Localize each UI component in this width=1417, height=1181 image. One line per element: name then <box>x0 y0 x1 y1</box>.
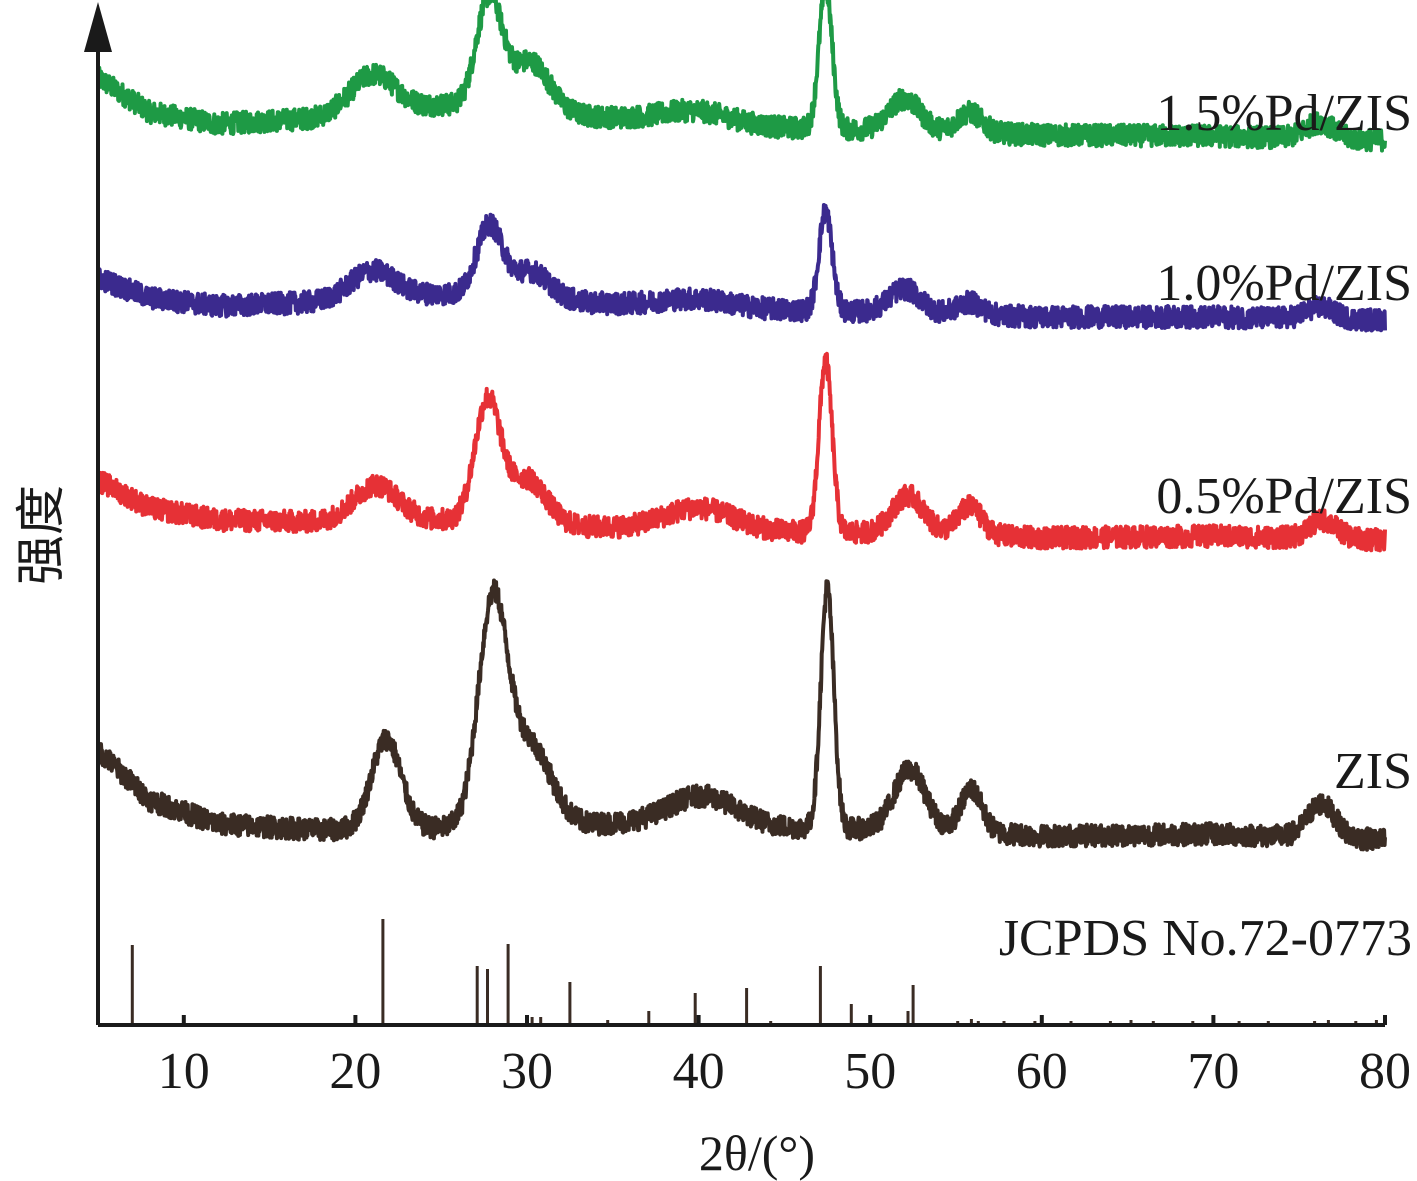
x-tick-label: 30 <box>501 1043 553 1100</box>
series-layer <box>96 0 1387 852</box>
series-3 <box>96 578 1387 852</box>
x-tick-label: 70 <box>1187 1043 1239 1100</box>
series-line-1 <box>96 203 1387 333</box>
x-tick-label: 50 <box>844 1043 896 1100</box>
x-tick-label: 10 <box>158 1043 210 1100</box>
y-axis-arrow-icon <box>84 2 112 52</box>
x-tick-layer: 10 20 30 40 50 60 70 80 <box>158 1015 1411 1100</box>
series-label-0-5: 0.5%Pd/ZIS <box>1156 468 1412 525</box>
series-label-1-5: 1.5%Pd/ZIS <box>1156 85 1412 142</box>
series-line-3 <box>96 578 1387 852</box>
x-tick-label: 80 <box>1359 1043 1411 1100</box>
x-axis-title: 2θ/(°) <box>699 1125 815 1181</box>
series-0 <box>96 0 1387 153</box>
x-tick-label: 20 <box>329 1043 381 1100</box>
series-1 <box>96 203 1387 333</box>
reference-layer <box>130 919 1378 1025</box>
series-line-0 <box>96 0 1387 153</box>
x-tick-label: 40 <box>673 1043 725 1100</box>
y-axis-title: 强度 <box>12 485 70 585</box>
x-tick-label: 60 <box>1016 1043 1068 1100</box>
series-label-1-0: 1.0%Pd/ZIS <box>1156 255 1412 312</box>
reference-label: JCPDS No.72-0773 <box>999 910 1412 967</box>
series-line-2 <box>96 351 1387 553</box>
series-2 <box>96 351 1387 553</box>
series-label-zis: ZIS <box>1334 743 1412 800</box>
